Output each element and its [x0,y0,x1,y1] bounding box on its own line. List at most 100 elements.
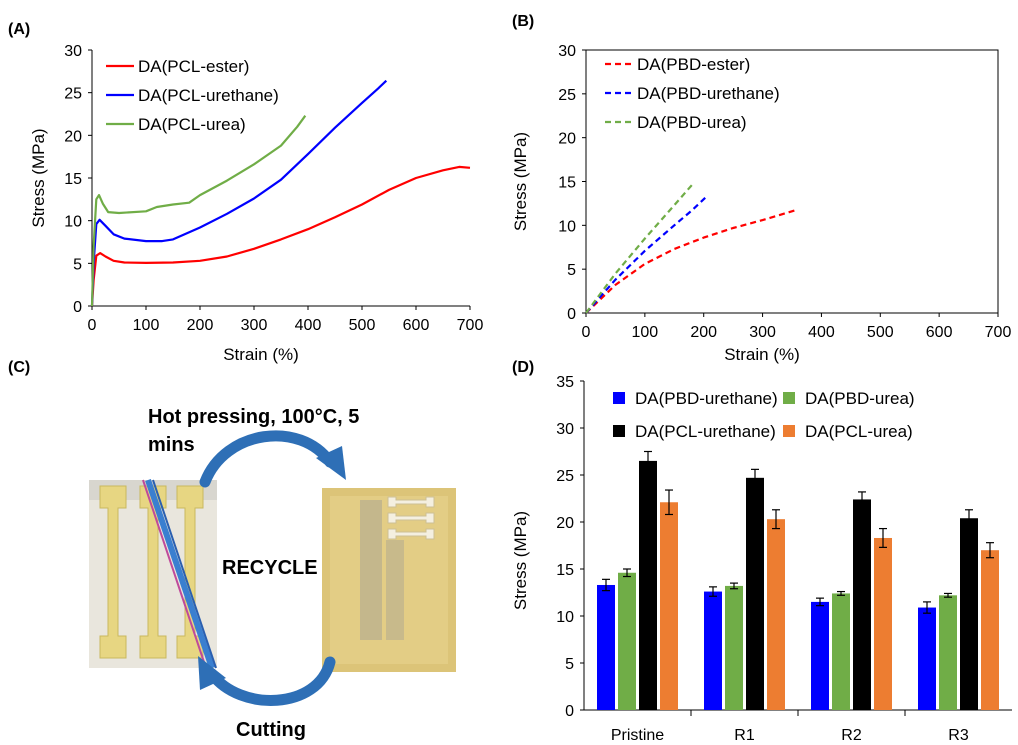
arrow-back-icon [198,656,336,706]
x-axis-label: Strain (%) [223,345,299,364]
bar [874,537,892,710]
legend-label: DA(PBD-urea) [637,113,747,132]
specimens-photo-left [89,479,217,669]
series-line [90,79,388,307]
y-tick-label: 10 [558,218,576,235]
y-tick-label: 15 [64,171,82,188]
bar [811,601,829,710]
recycle-label: RECYCLE [222,557,318,579]
legend-swatch [613,425,625,437]
bar [725,585,743,710]
x-tick-label: 300 [749,324,776,341]
bar [960,518,978,710]
hot-pressing-caption-line2: mins [148,434,195,456]
hot-pressing-caption: Hot pressing, 100°C, 5 [148,406,359,428]
x-tick-label: R2 [841,727,862,744]
x-tick-label: 200 [187,317,214,334]
bar [639,460,657,710]
panel-label-a: (A) [8,21,30,38]
chart-d: 0 5 10 15 20 25 30 35 Stress (MPa) Pristine R1 R2 R3… [511,374,1012,744]
y-tick-label: 20 [64,128,82,145]
panel-label-c: (C) [8,359,30,376]
y-tick-label: 0 [73,299,82,316]
bar [767,519,785,710]
series-line [585,209,796,314]
y-tick-label: 20 [556,515,574,532]
x-tick-label: 100 [632,324,659,341]
x-tick-label: 600 [403,317,430,334]
legend-label: DA(PBD-urea) [805,389,915,408]
y-tick-label: 25 [64,86,82,103]
panel-label-d: (D) [512,359,534,376]
y-tick-label: 15 [556,562,574,579]
y-tick-label: 5 [73,256,82,273]
bar [981,550,999,710]
panel-label-b: (B) [512,13,534,30]
bar [939,595,957,710]
bar [832,593,850,710]
legend-label: DA(PBD-ester) [637,55,750,74]
x-tick-label: 300 [241,317,268,334]
y-axis-label: Stress (MPa) [511,132,530,231]
x-axis-label: Strain (%) [724,345,800,364]
arrow-forward-icon [199,430,346,488]
x-tick-label: 400 [295,317,322,334]
x-tick-label: 0 [88,317,97,334]
legend-label: DA(PCL-urethane) [635,422,776,441]
x-tick-label: 0 [582,324,591,341]
x-tick-label: 500 [349,317,376,334]
y-tick-label: 5 [567,262,576,279]
y-tick-label: 5 [565,656,574,673]
y-tick-label: 35 [556,374,574,391]
y-tick-label: 30 [64,43,82,60]
bar [660,502,678,710]
legend-label: DA(PCL-urea) [805,422,913,441]
x-tick-label: 600 [926,324,953,341]
series-line [90,165,471,307]
x-tick-label: 700 [985,324,1012,341]
legend-label: DA(PBD-urethane) [635,389,778,408]
y-tick-label: 15 [558,175,576,192]
legend-label: DA(PCL-urea) [138,115,246,134]
pressed-sheet-photo-right [322,488,456,672]
y-tick-label: 25 [558,87,576,104]
bar [746,477,764,710]
x-tick-label: R3 [948,727,969,744]
bar [918,607,936,710]
y-tick-label: 20 [558,131,576,148]
y-tick-label: 10 [556,609,574,626]
y-tick-label: 10 [64,214,82,231]
x-tick-label: R1 [734,727,755,744]
x-tick-label: 100 [133,317,160,334]
bar [618,572,636,710]
series-line [585,195,708,314]
y-axis-label: Stress (MPa) [511,511,530,610]
y-tick-label: 30 [558,43,576,60]
y-axis-label: Stress (MPa) [29,128,48,227]
series-line [90,115,307,307]
legend-swatch [783,425,795,437]
recycle-photo: Hot pressing, 100°C, 5 mins RECYCLE Cutt… [89,406,456,741]
legend-swatch [613,392,625,404]
x-tick-label: 700 [457,317,484,334]
cutting-caption: Cutting [236,719,306,741]
legend-swatch [783,392,795,404]
legend-label: DA(PCL-urethane) [138,86,279,105]
x-tick-label: 400 [808,324,835,341]
y-tick-label: 0 [567,306,576,323]
bar [597,584,615,710]
y-tick-label: 30 [556,421,574,438]
y-tick-label: 0 [565,703,574,720]
y-tick-label: 25 [556,468,574,485]
series-line [585,184,693,314]
x-tick-label: 200 [690,324,717,341]
bar [704,591,722,710]
bar [853,499,871,710]
legend-label: DA(PBD-urethane) [637,84,780,103]
x-tick-label: 500 [867,324,894,341]
legend-label: DA(PCL-ester) [138,57,249,76]
x-tick-label: Pristine [611,727,664,744]
